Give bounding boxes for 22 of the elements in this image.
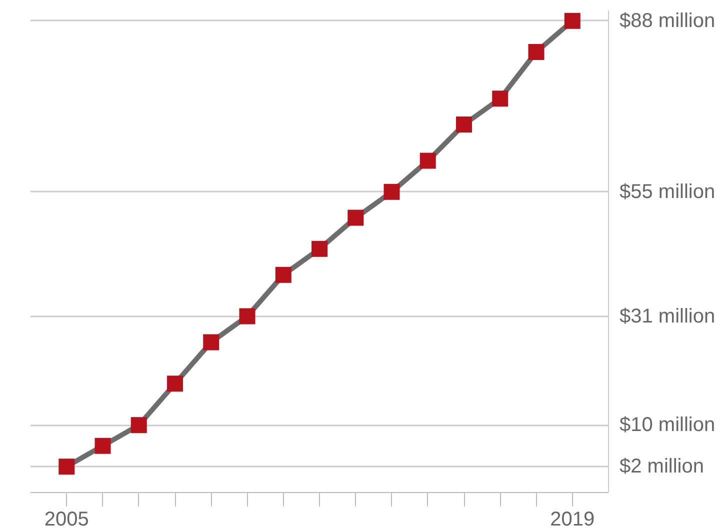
point (456, 116, 472, 133)
point (564, 12, 580, 29)
point (528, 44, 544, 60)
point (275, 266, 292, 283)
y-tick-label: $55 million (620, 180, 716, 203)
x-tick-label: 2005 (44, 508, 89, 528)
y-tick-label: $31 million (620, 305, 716, 328)
point (492, 90, 508, 107)
point (130, 417, 147, 434)
x-tick-label: 2019 (550, 508, 595, 528)
point (312, 240, 328, 257)
point (348, 210, 364, 226)
point (58, 458, 75, 475)
y-tick-label: $2 million (620, 456, 704, 478)
point (167, 376, 183, 392)
y-tick-label: $10 million (620, 414, 716, 436)
point (239, 308, 256, 324)
y-tick-label: $88 million (620, 10, 716, 32)
point (94, 438, 111, 454)
point (384, 184, 400, 200)
point (420, 152, 436, 169)
point (203, 334, 220, 350)
